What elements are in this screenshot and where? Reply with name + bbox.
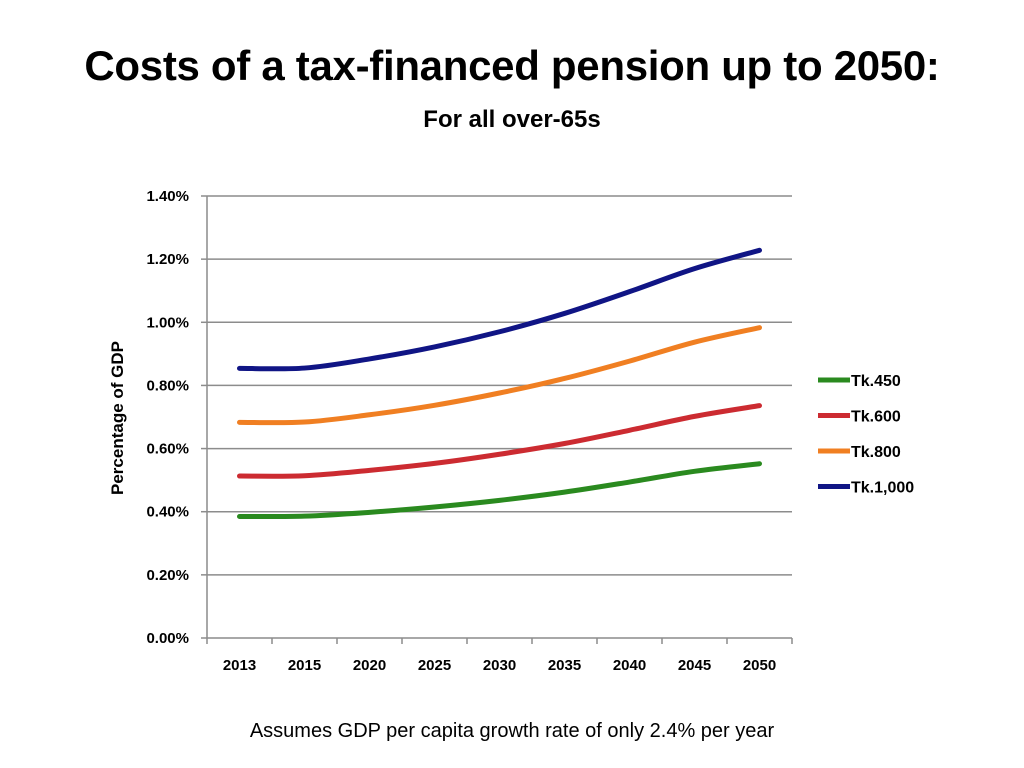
y-tick-label: 1.00%: [146, 314, 189, 331]
y-axis-label: Percentage of GDP: [108, 341, 127, 495]
series-line-2: [237, 403, 762, 479]
x-tick-label: 2015: [288, 657, 321, 674]
footnote: Assumes GDP per capita growth rate of on…: [249, 720, 775, 742]
y-tick-label: 0.80%: [146, 377, 189, 394]
legend-label: Tk.800: [851, 444, 901, 461]
x-tick-label: 2030: [483, 657, 516, 674]
x-tick-label: 2025: [418, 657, 451, 674]
slide-title: Costs of a tax-financed pension up to 20…: [84, 42, 940, 89]
legend-label: Tk.1,000: [851, 480, 914, 497]
gridlines: [207, 195, 792, 576]
y-tick-label: 0.40%: [146, 504, 189, 521]
series-line-4: [237, 247, 762, 372]
x-tick-label: 2020: [353, 657, 386, 674]
series-lines: [237, 247, 762, 520]
x-tick-label: 2013: [223, 657, 256, 674]
slide-subtitle: For all over-65s: [423, 106, 601, 133]
y-tick-label: 1.20%: [146, 251, 189, 268]
y-tick-label: 1.40%: [146, 188, 189, 205]
x-tick-label: 2035: [548, 657, 581, 674]
y-tick-labels: 0.00% 0.20% 0.40% 0.60% 0.80% 1.00% 1.20% 1.40%: [146, 188, 189, 647]
legend-label: Tk.450: [851, 373, 901, 390]
axes: [201, 195, 793, 644]
y-tick-label: 0.00%: [146, 630, 189, 647]
y-tick-label: 0.20%: [146, 567, 189, 584]
x-tick-labels: 2013 2015 2020 2025 2030 2035 2040 2045 2050: [223, 657, 776, 674]
x-tick-label: 2040: [613, 657, 646, 674]
x-tick-label: 2045: [678, 657, 711, 674]
series-line-1: [237, 461, 762, 520]
legend: Tk.450 Tk.600 Tk.800 Tk.1,000: [818, 373, 914, 497]
legend-label: Tk.600: [851, 409, 901, 426]
x-tick-label: 2050: [743, 657, 776, 674]
y-tick-label: 0.60%: [146, 441, 189, 458]
series-line-3: [237, 325, 762, 426]
